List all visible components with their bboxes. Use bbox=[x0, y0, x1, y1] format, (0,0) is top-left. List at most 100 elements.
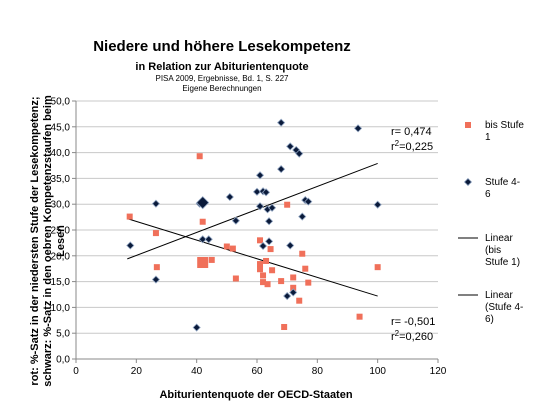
y-tick-label: 25,0 bbox=[51, 226, 71, 237]
data-point-stufe-4-6 bbox=[373, 200, 382, 209]
data-point-stufe-4-6 bbox=[289, 288, 298, 297]
legend-label: 6) bbox=[485, 314, 494, 325]
y-tick-label: 0,0 bbox=[56, 355, 70, 366]
data-point-bis-stufe-1 bbox=[126, 213, 133, 220]
x-tick-label: 20 bbox=[131, 366, 143, 377]
data-point-bis-stufe-1 bbox=[299, 250, 306, 257]
tick-labels: 0,0 5,0 10,0 15,0 20,0 25,0 30,0 35,0 40,0 45,0 50… bbox=[51, 97, 447, 378]
annotation-upper-r2: r2=0,225 bbox=[391, 139, 433, 153]
legend-label: bis Stufe bbox=[485, 120, 524, 131]
data-point-stufe-4-6 bbox=[277, 118, 286, 127]
trendline bbox=[127, 218, 378, 297]
y-tick-label: 50,0 bbox=[51, 97, 71, 108]
y-axis-label-line-1: rot: %-Satz in der niedersten Stufe der … bbox=[29, 96, 41, 385]
data-point-bis-stufe-1 bbox=[223, 243, 230, 250]
data-point-bis-stufe-1 bbox=[152, 230, 159, 237]
legend-label: Stufe 1) bbox=[485, 257, 520, 268]
data-point-stufe-4-6 bbox=[304, 197, 313, 206]
data-point-bis-stufe-1 bbox=[232, 275, 239, 282]
y-tick-label: 45,0 bbox=[51, 122, 71, 133]
data-point-bis-stufe-1 bbox=[229, 245, 236, 252]
data-point-bis-stufe-1 bbox=[257, 266, 264, 273]
data-point-bis-stufe-1 bbox=[269, 267, 276, 274]
y-tick-label: 40,0 bbox=[51, 148, 71, 159]
annotation-upper-r: r= 0,474 bbox=[391, 126, 432, 138]
annotation-lower-r2: r2=0,260 bbox=[391, 329, 433, 343]
data-point-stufe-4-6 bbox=[298, 212, 307, 221]
trendlines bbox=[127, 162, 378, 297]
data-point-bis-stufe-1 bbox=[290, 274, 297, 281]
data-point-stufe-4-6 bbox=[192, 323, 201, 332]
data-point-stufe-4-6 bbox=[277, 165, 286, 174]
y-tick-label: 10,0 bbox=[51, 303, 71, 314]
data-point-stufe-4-6 bbox=[196, 196, 210, 210]
data-point-bis-stufe-1 bbox=[284, 201, 291, 208]
data-point-stufe-4-6 bbox=[286, 142, 295, 151]
data-point-stufe-4-6 bbox=[265, 237, 274, 246]
data-point-bis-stufe-1 bbox=[296, 297, 303, 304]
data-point-bis-stufe-1 bbox=[263, 257, 270, 264]
data-point-stufe-4-6 bbox=[255, 171, 265, 180]
legend-label: (bis bbox=[485, 245, 501, 256]
data-point-stufe-4-6 bbox=[198, 235, 207, 244]
data-point-bis-stufe-1 bbox=[264, 281, 271, 288]
data-point-bis-stufe-1 bbox=[260, 272, 267, 279]
data-point-stufe-4-6 bbox=[151, 275, 161, 284]
data-point-bis-stufe-1 bbox=[374, 264, 381, 271]
annotation-lower: r= -0,501 r2=0,260 bbox=[391, 316, 435, 343]
data-point-bis-stufe-1 bbox=[199, 218, 206, 225]
x-tick-label: 0 bbox=[73, 366, 79, 377]
chart-subtitle: in Relation zur Abiturientenquote bbox=[135, 61, 308, 73]
y-axis-label-line-3: Lesen bbox=[55, 225, 67, 257]
y-axis-label-line-2: schwarz: %-Satz in den oebren Kompetenzs… bbox=[42, 95, 54, 387]
annotation-lower-r: r= -0,501 bbox=[391, 316, 435, 328]
data-point-bis-stufe-1 bbox=[302, 265, 309, 272]
x-tick-label: 80 bbox=[312, 366, 324, 377]
data-point-stufe-4-6 bbox=[126, 241, 135, 250]
data-point-bis-stufe-1 bbox=[196, 153, 203, 160]
data-point-stufe-4-6 bbox=[231, 216, 240, 225]
chart-source-line-1: PISA 2009, Ergebnisse, Bd. 1, S. 227 bbox=[156, 74, 290, 83]
data-point-bis-stufe-1 bbox=[197, 257, 209, 269]
data-point-stufe-4-6 bbox=[268, 203, 277, 212]
data-point-bis-stufe-1 bbox=[281, 324, 288, 331]
chart-source-line-2: Eigene Berechnungen bbox=[182, 84, 261, 93]
data-point-bis-stufe-1 bbox=[257, 261, 264, 268]
y-tick-label: 5,0 bbox=[56, 329, 70, 340]
data-point-bis-stufe-1 bbox=[290, 284, 297, 291]
data-point-bis-stufe-1 bbox=[278, 278, 285, 285]
data-point-bis-stufe-1 bbox=[257, 237, 264, 244]
x-axis-label: Abiturientenquote der OECD-Staaten bbox=[159, 389, 352, 401]
data-point-stufe-4-6 bbox=[151, 199, 161, 208]
data-point-stufe-4-6 bbox=[225, 192, 234, 202]
data-points bbox=[126, 118, 382, 332]
x-tick-label: 40 bbox=[191, 366, 203, 377]
data-point-stufe-4-6 bbox=[353, 124, 363, 133]
gridlines bbox=[76, 100, 438, 334]
x-tick-label: 60 bbox=[251, 366, 263, 377]
legend-label: (Stufe 4- bbox=[485, 302, 523, 313]
y-tick-label: 20,0 bbox=[51, 251, 71, 262]
y-tick-label: 35,0 bbox=[51, 174, 71, 185]
data-point-bis-stufe-1 bbox=[208, 256, 215, 263]
data-point-stufe-4-6 bbox=[283, 291, 292, 301]
data-point-bis-stufe-1 bbox=[267, 246, 274, 253]
trendline bbox=[127, 162, 378, 260]
legend-label: Linear bbox=[485, 290, 513, 301]
legend-label: 6 bbox=[485, 189, 491, 200]
data-point-stufe-4-6 bbox=[265, 217, 274, 226]
legend-marker-diamond bbox=[463, 177, 473, 187]
data-point-stufe-4-6 bbox=[286, 241, 295, 250]
data-point-bis-stufe-1 bbox=[260, 279, 267, 286]
y-tick-label: 30,0 bbox=[51, 200, 71, 211]
x-tick-label: 120 bbox=[430, 366, 447, 377]
legend-label: Stufe 4- bbox=[485, 177, 520, 188]
data-point-stufe-4-6 bbox=[252, 187, 262, 196]
data-point-stufe-4-6 bbox=[258, 241, 268, 251]
legend-marker-square bbox=[465, 122, 471, 128]
data-point-stufe-4-6 bbox=[255, 202, 265, 211]
legend-label: Linear bbox=[485, 233, 513, 244]
data-point-bis-stufe-1 bbox=[356, 313, 363, 320]
